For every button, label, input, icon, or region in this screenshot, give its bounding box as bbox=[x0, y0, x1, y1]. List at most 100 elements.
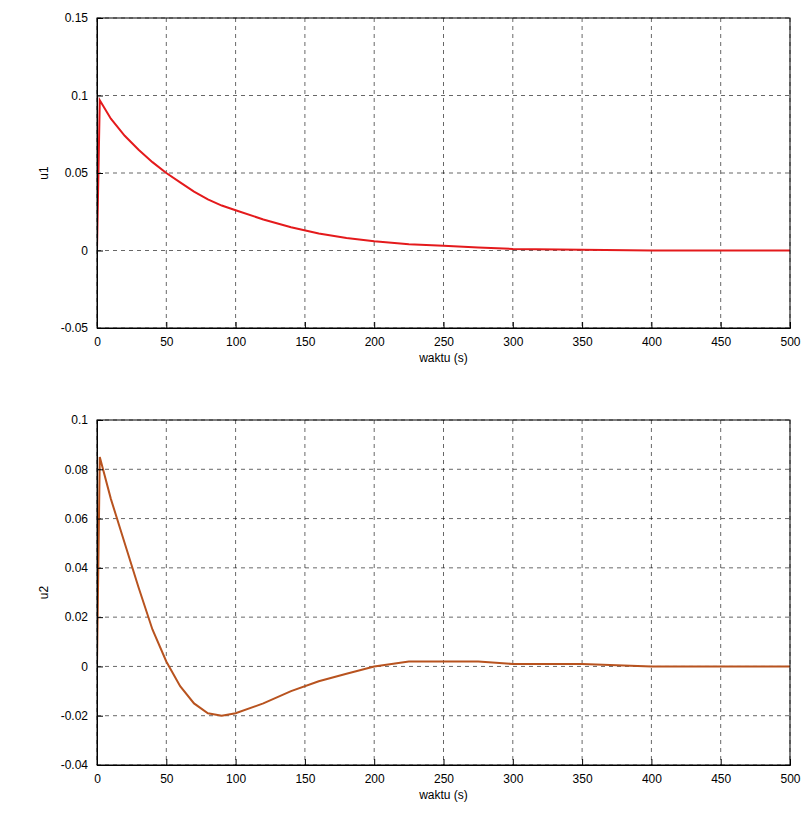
plot-frame bbox=[97, 420, 790, 765]
tick-mark bbox=[236, 322, 237, 328]
tick: 450 bbox=[711, 322, 731, 349]
tick-label: 50 bbox=[160, 772, 174, 786]
tick-label: 0.04 bbox=[65, 561, 89, 575]
data-line bbox=[97, 457, 790, 716]
grid-line bbox=[97, 567, 790, 568]
figure: 050100150200250300350400450500-0.0500.05… bbox=[0, 0, 807, 814]
tick: 500 bbox=[780, 759, 800, 786]
plot-frame bbox=[97, 18, 790, 328]
y-axis-title: u1 bbox=[37, 166, 51, 180]
tick-label: 0 bbox=[81, 660, 88, 674]
tick: 150 bbox=[295, 322, 315, 349]
grid bbox=[97, 18, 790, 328]
tick: 0.1 bbox=[71, 89, 103, 103]
tick-mark bbox=[374, 759, 375, 765]
tick-mark bbox=[513, 759, 514, 765]
tick-mark bbox=[513, 322, 514, 328]
data-line bbox=[97, 100, 790, 250]
grid-line bbox=[720, 420, 721, 765]
axis-line bbox=[98, 421, 104, 766]
tick-mark bbox=[97, 617, 103, 618]
tick-mark bbox=[582, 322, 583, 328]
grid-line bbox=[97, 617, 790, 618]
tick: 250 bbox=[434, 759, 454, 786]
panel: 050100150200250300350400450500-0.04-0.02… bbox=[37, 413, 801, 802]
marks bbox=[97, 457, 790, 716]
grid-line bbox=[97, 95, 790, 96]
tick-label: 50 bbox=[160, 335, 174, 349]
grid-line bbox=[374, 18, 375, 328]
tick: 500 bbox=[780, 322, 800, 349]
y-axis-title: u2 bbox=[37, 586, 51, 600]
tick-mark bbox=[97, 173, 103, 174]
tick-label: 300 bbox=[503, 335, 523, 349]
tick-label: -0.05 bbox=[61, 321, 89, 335]
tick-label: 400 bbox=[642, 772, 662, 786]
tick-label: 250 bbox=[434, 335, 454, 349]
tick: 450 bbox=[711, 759, 731, 786]
tick: 400 bbox=[642, 322, 662, 349]
tick: 0 bbox=[81, 660, 103, 674]
tick-label: 500 bbox=[780, 772, 800, 786]
tick-label: 100 bbox=[226, 772, 246, 786]
tick: 100 bbox=[226, 322, 246, 349]
panel: 050100150200250300350400450500-0.0500.05… bbox=[37, 11, 801, 365]
marks bbox=[97, 100, 790, 250]
tick-mark bbox=[721, 322, 722, 328]
tick-label: 400 bbox=[642, 335, 662, 349]
tick-mark bbox=[97, 519, 103, 520]
tick-mark bbox=[97, 96, 103, 97]
tick-label: 200 bbox=[365, 335, 385, 349]
tick: 400 bbox=[642, 759, 662, 786]
axis-line bbox=[98, 19, 104, 329]
grid-line bbox=[651, 420, 652, 765]
tick-mark bbox=[582, 759, 583, 765]
tick-mark bbox=[236, 759, 237, 765]
tick-mark bbox=[651, 322, 652, 328]
tick-label: 500 bbox=[780, 335, 800, 349]
grid-line bbox=[582, 420, 583, 765]
tick-label: 0 bbox=[94, 335, 101, 349]
tick: 150 bbox=[295, 759, 315, 786]
tick-label: 150 bbox=[295, 772, 315, 786]
tick: 350 bbox=[573, 759, 593, 786]
tick-label: 0.1 bbox=[71, 89, 88, 103]
tick-label: 0.1 bbox=[71, 413, 88, 427]
tick: 200 bbox=[365, 759, 385, 786]
plot-background bbox=[97, 420, 790, 765]
tick: 300 bbox=[503, 759, 523, 786]
tick-mark bbox=[305, 759, 306, 765]
x-axis: 050100150200250300350400450500 bbox=[94, 759, 801, 786]
tick: 0 bbox=[81, 244, 103, 258]
tick-mark bbox=[166, 322, 167, 328]
tick-label: 250 bbox=[434, 772, 454, 786]
tick-label: 0.08 bbox=[65, 463, 89, 477]
grid-line bbox=[97, 469, 790, 470]
tick-mark bbox=[97, 716, 103, 717]
grid-line bbox=[582, 18, 583, 328]
tick: 350 bbox=[573, 322, 593, 349]
tick-mark bbox=[444, 759, 445, 765]
grid-line bbox=[304, 420, 305, 765]
x-axis-title: waktu (s) bbox=[418, 351, 468, 365]
tick-mark bbox=[374, 322, 375, 328]
tick: 200 bbox=[365, 322, 385, 349]
tick: 100 bbox=[226, 759, 246, 786]
tick-mark bbox=[651, 759, 652, 765]
grid-line bbox=[97, 518, 790, 519]
grid-line bbox=[166, 420, 167, 765]
tick-mark bbox=[305, 322, 306, 328]
tick-label: 450 bbox=[711, 335, 731, 349]
x-axis: 0 50 100 150 200 250 300 350 400 450 500 bbox=[94, 322, 801, 349]
tick: 250 bbox=[434, 322, 454, 349]
tick-mark bbox=[97, 568, 103, 569]
grid-line bbox=[512, 420, 513, 765]
tick-mark bbox=[166, 759, 167, 765]
tick-label: 350 bbox=[573, 772, 593, 786]
grid-line bbox=[97, 715, 790, 716]
tick-label: 450 bbox=[711, 772, 731, 786]
grid-line bbox=[97, 173, 790, 174]
tick: 50 bbox=[160, 759, 174, 786]
grid bbox=[97, 420, 790, 765]
tick: 300 bbox=[503, 322, 523, 349]
